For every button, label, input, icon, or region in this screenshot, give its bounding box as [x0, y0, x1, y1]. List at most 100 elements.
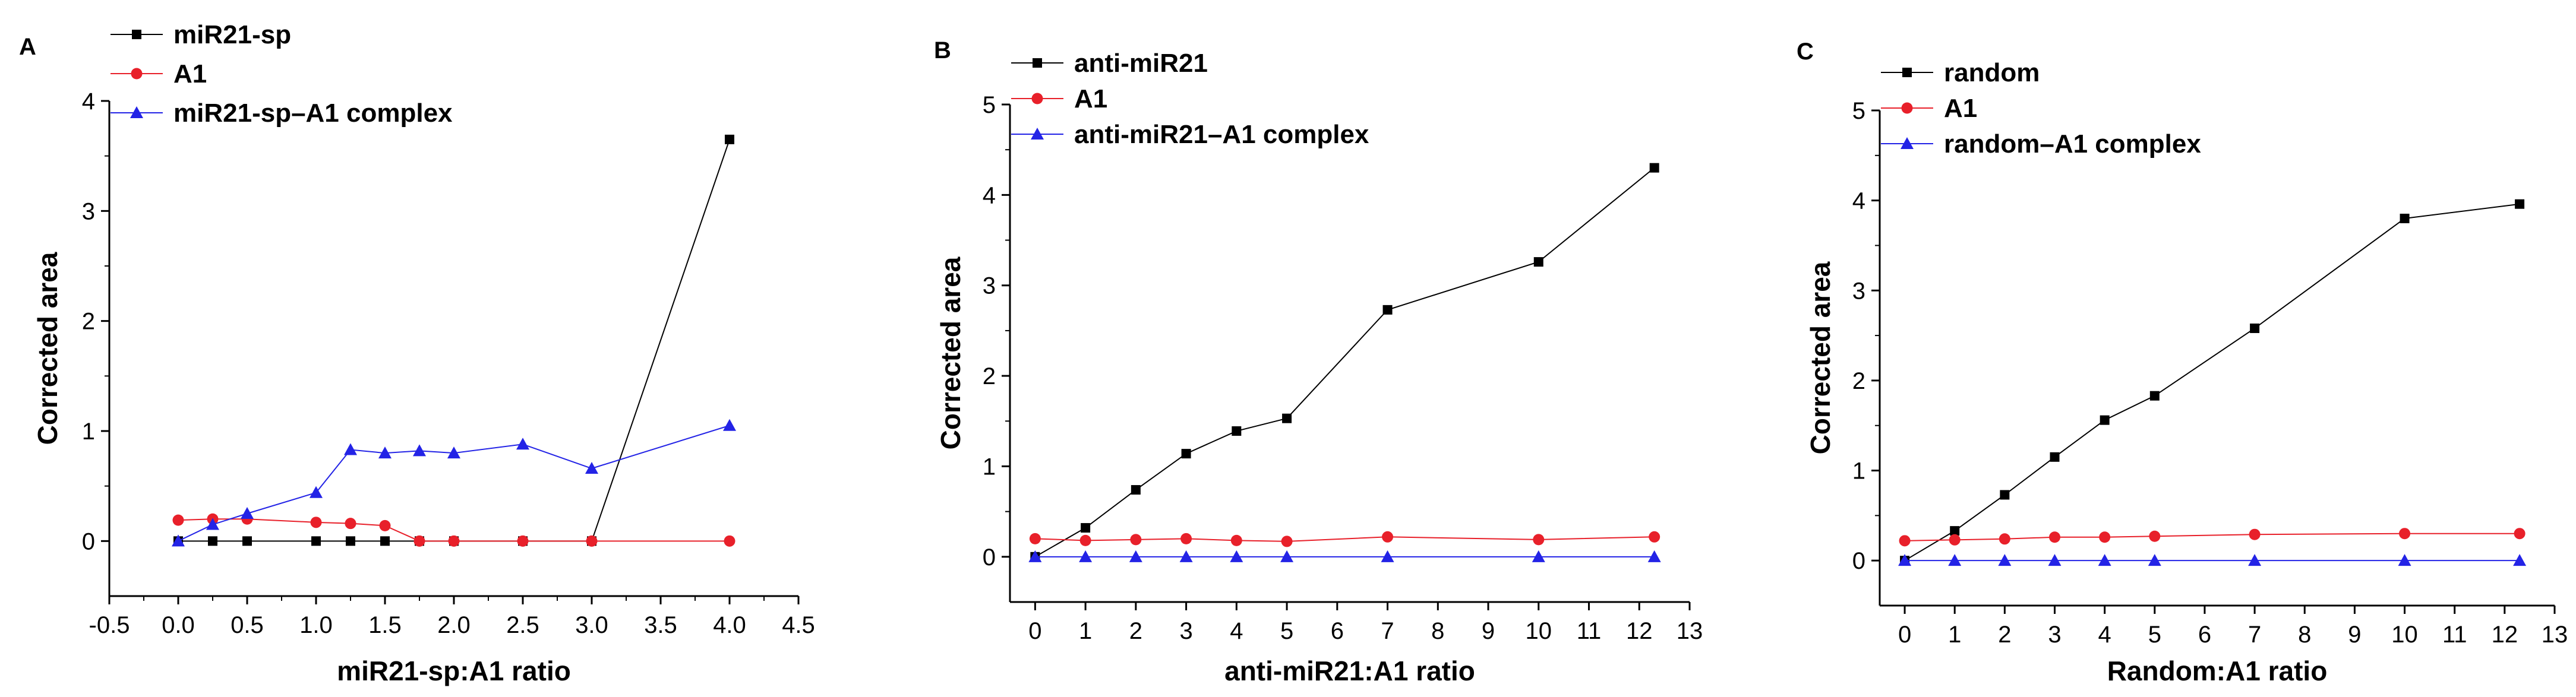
data-point-series-1	[1533, 257, 1543, 267]
data-point-series-3	[1179, 550, 1193, 562]
data-point-series-1	[1181, 449, 1191, 459]
data-point-series-3	[2148, 554, 2161, 566]
data-point-series-2	[1029, 533, 1041, 544]
x-tick-label: 8	[1431, 618, 1444, 644]
legend-label: A1	[173, 59, 207, 88]
y-axis-title: Corrected area	[935, 256, 966, 449]
data-point-series-1	[1232, 426, 1242, 436]
data-point-series-3	[172, 534, 185, 547]
data-point-series-1	[1950, 526, 1960, 536]
x-tick-label: 13	[1677, 618, 1703, 644]
series-line-1	[1904, 203, 2520, 562]
legend-label: A1	[1944, 94, 1977, 123]
data-point-series-2	[2514, 528, 2526, 540]
y-tick-label: 3	[983, 273, 996, 299]
x-tick-label: 1	[1948, 622, 1961, 648]
y-tick-label: 0	[82, 528, 95, 555]
y-tick-label: 0	[983, 544, 996, 571]
data-point-series-3	[1079, 550, 1093, 562]
x-tick-label: 8	[2298, 622, 2311, 648]
panel-letter: A	[19, 34, 36, 60]
legend-marker	[1031, 128, 1044, 140]
data-point-series-3	[585, 462, 598, 474]
data-point-series-2	[310, 517, 322, 528]
x-tick-label: 3.5	[644, 612, 677, 638]
data-point-series-2	[1949, 534, 1961, 546]
legend-label: miR21-sp	[173, 20, 291, 49]
y-tick-label: 1	[82, 419, 95, 445]
legend-label: random–A1 complex	[1944, 129, 2201, 159]
y-tick-label: 2	[1852, 368, 1865, 394]
legend-marker	[132, 30, 141, 39]
data-point-series-1	[208, 536, 217, 546]
data-point-series-3	[1028, 550, 1042, 562]
data-point-series-3	[1647, 550, 1661, 562]
data-point-series-2	[1180, 533, 1192, 544]
data-point-series-2	[586, 535, 598, 547]
y-tick-label: 0	[1852, 548, 1865, 574]
data-point-series-2	[2149, 530, 2161, 542]
x-tick-label: 4	[2098, 622, 2111, 648]
data-point-series-1	[242, 536, 252, 546]
data-point-series-3	[413, 444, 426, 457]
x-tick-label: 0	[1898, 622, 1911, 648]
y-tick-label: 1	[983, 454, 996, 480]
x-tick-label: 6	[2198, 622, 2211, 648]
x-tick-label: 10	[2391, 622, 2418, 648]
data-point-series-3	[447, 446, 460, 459]
data-point-series-3	[1898, 554, 1912, 566]
y-tick-label: 4	[1852, 188, 1865, 214]
series-line-3	[178, 424, 730, 542]
legend-label: A1	[1074, 84, 1107, 113]
data-point-series-3	[344, 443, 357, 455]
data-point-series-2	[724, 535, 735, 547]
data-point-series-2	[2099, 531, 2111, 543]
x-tick-label: 9	[2348, 622, 2361, 648]
series-line-2	[1035, 536, 1655, 542]
y-tick-label: 5	[983, 92, 996, 118]
y-tick-label: 5	[1852, 98, 1865, 124]
data-point-series-3	[1381, 550, 1394, 562]
data-point-series-2	[1130, 534, 1142, 546]
x-tick-label: 7	[2248, 622, 2261, 648]
x-tick-label: 4.0	[713, 612, 746, 638]
y-tick-label: 3	[1852, 278, 1865, 304]
x-tick-label: 12	[2492, 622, 2518, 648]
y-tick-label: 4	[82, 88, 95, 115]
x-tick-label: 3	[1179, 618, 1192, 644]
data-point-series-3	[1998, 554, 2012, 566]
legend-marker	[130, 106, 143, 118]
x-tick-label: 4	[1230, 618, 1243, 644]
data-point-series-1	[2400, 213, 2410, 223]
x-tick-label: 11	[1577, 618, 1602, 644]
data-point-series-2	[1281, 536, 1293, 547]
data-point-series-1	[2149, 391, 2160, 401]
legend-label: miR21-sp–A1 complex	[173, 99, 453, 128]
series-line-1	[1034, 167, 1655, 557]
x-axis-title: anti-miR21:A1 ratio	[1224, 655, 1475, 686]
data-point-series-3	[2513, 554, 2527, 566]
data-point-series-2	[2399, 528, 2411, 540]
data-point-series-2	[1079, 534, 1091, 546]
y-tick-label: 3	[82, 198, 95, 224]
x-tick-label: -0.5	[89, 612, 130, 638]
x-tick-label: 2.5	[506, 612, 539, 638]
legend-marker	[1901, 137, 1914, 149]
data-point-series-2	[413, 535, 425, 547]
panel-letter: C	[1797, 39, 1814, 65]
x-tick-label: 5	[2148, 622, 2161, 648]
data-point-series-1	[1649, 163, 1659, 173]
data-point-series-2	[379, 519, 391, 531]
x-tick-label: 0.0	[162, 612, 195, 638]
x-axis-title: Random:A1 ratio	[2107, 655, 2328, 686]
data-point-series-2	[2049, 531, 2061, 543]
legend-marker	[1901, 102, 1913, 114]
data-point-series-3	[2248, 554, 2262, 566]
data-point-series-3	[2098, 554, 2111, 566]
data-point-series-3	[516, 438, 529, 450]
data-point-series-3	[378, 446, 392, 459]
x-tick-label: 1	[1079, 618, 1092, 644]
